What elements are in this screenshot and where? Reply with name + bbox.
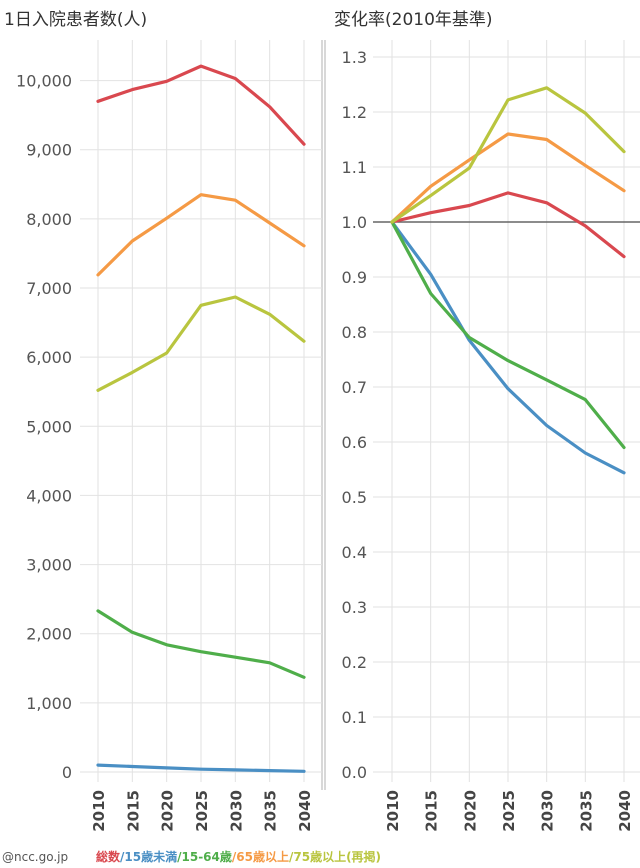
- y-tick-label: 1,000: [26, 694, 72, 713]
- y-tick-label: 1.0: [342, 213, 367, 232]
- left-panel-title: 1日入院患者数(人): [4, 10, 147, 30]
- x-tick-label: 2030: [539, 790, 557, 832]
- x-tick-label: 2015: [124, 790, 142, 832]
- y-tick-label: 0.1: [342, 708, 367, 727]
- y-tick-label: 3,000: [26, 556, 72, 575]
- y-tick-label: 0.2: [342, 653, 367, 672]
- legend-separator: /: [232, 850, 237, 864]
- right-panel-title: 変化率(2010年基準): [334, 10, 493, 30]
- y-tick-label: 8,000: [26, 210, 72, 229]
- series-line: [96, 295, 306, 392]
- x-tick-label: 2010: [384, 790, 402, 832]
- right-panel-rate: 変化率(2010年基準) 0.0 0.1 0.2 0.3 0.4 0.5 0.6 0.7 0.8…: [324, 10, 640, 832]
- y-tick-label: 5,000: [26, 417, 72, 436]
- x-tick-label: 2015: [423, 790, 441, 832]
- y-tick-label: 2,000: [26, 625, 72, 644]
- y-tick-label: 7,000: [26, 279, 72, 298]
- y-tick-label: 0.8: [342, 323, 367, 342]
- credit-text: @ncc.go.jp: [2, 850, 68, 864]
- y-tick-label: 1.3: [342, 48, 367, 67]
- legend-separator: /: [120, 850, 125, 864]
- x-tick-label: 2035: [262, 790, 280, 832]
- y-tick-label: 0.9: [342, 268, 367, 287]
- y-tick-label: 0.5: [342, 488, 367, 507]
- y-tick-label: 0.4: [342, 543, 367, 562]
- y-tick-label: 0.3: [342, 598, 367, 617]
- series-line: [96, 193, 306, 277]
- y-tick-label: 0: [62, 763, 72, 782]
- x-tick-label: 2040: [296, 790, 314, 832]
- series-line: [390, 191, 626, 259]
- legend-item: 総数: [96, 849, 121, 864]
- y-tick-label: 0.7: [342, 378, 367, 397]
- series-line: [96, 609, 306, 679]
- y-tick-label: 1.2: [342, 103, 367, 122]
- series-line: [390, 220, 626, 450]
- series-line: [390, 220, 626, 475]
- legend-item: 75歳以上(再掲): [293, 849, 381, 864]
- x-tick-label: 2030: [227, 790, 245, 832]
- left-panel-absolute: 1日入院患者数(人) 0 1,000 2,000 3,000 4,000 5,000 6,0…: [4, 10, 323, 832]
- x-tick-label: 2020: [159, 790, 177, 832]
- y-tick-label: 0.6: [342, 433, 367, 452]
- legend-item: 65歳以上: [236, 849, 289, 864]
- y-tick-label: 1.1: [342, 158, 367, 177]
- legend-item: 15-64歳: [182, 849, 232, 864]
- x-tick-label: 2040: [616, 790, 634, 832]
- legend-separator: /: [289, 850, 294, 864]
- series-line: [96, 64, 306, 146]
- y-tick-label: 9,000: [26, 141, 72, 160]
- x-tick-label: 2025: [500, 790, 518, 832]
- y-tick-label: 6,000: [26, 348, 72, 367]
- x-tick-label: 2035: [577, 790, 595, 832]
- x-tick-label: 2025: [193, 790, 211, 832]
- x-tick-label: 2010: [90, 790, 108, 832]
- series-line: [96, 763, 306, 773]
- series-line: [390, 132, 626, 224]
- legend: 総数/15歳未満/15-64歳/65歳以上/75歳以上(再掲): [96, 849, 381, 864]
- y-tick-label: 0.0: [342, 763, 367, 782]
- y-tick-label: 4,000: [26, 486, 72, 505]
- legend-item: 15歳未満: [124, 849, 177, 864]
- y-tick-label: 10,000: [16, 72, 72, 91]
- series-line: [390, 86, 626, 224]
- legend-separator: /: [177, 850, 182, 864]
- x-tick-label: 2020: [461, 790, 479, 832]
